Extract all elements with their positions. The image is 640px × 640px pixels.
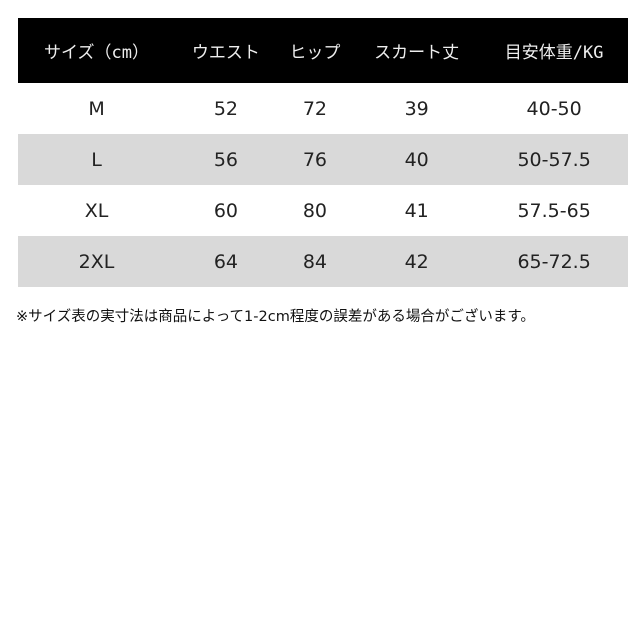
table-cell: 64 — [175, 236, 277, 287]
table-cell: 50-57.5 — [480, 134, 628, 185]
header-skirt-length: スカート丈 — [353, 18, 481, 83]
table-cell: 52 — [213, 97, 238, 120]
header-hip: ヒップ — [276, 18, 354, 83]
table-cell: XL — [84, 199, 109, 222]
table-cell: 84 — [276, 236, 354, 287]
table-row: 2XL 64 84 42 65-72.5 — [18, 236, 628, 287]
table-cell: 41 — [404, 199, 429, 222]
size-note: ※サイズ表の実寸法は商品によって1-2cm程度の誤差がある場合がございます。 — [16, 309, 535, 325]
table-cell: 80 — [302, 199, 328, 222]
table-cell: 56 — [175, 134, 277, 185]
table-row: M 52 72 39 40-50 — [18, 83, 628, 134]
table-cell: 72 — [302, 97, 328, 120]
table-cell: 39 — [404, 97, 429, 120]
table-cell: 2XL — [18, 236, 176, 287]
header-row: サイズ（cm） ウエスト ヒップ スカート丈 目安体重/KG — [18, 18, 628, 83]
table-row: L 56 76 40 50-57.5 — [18, 134, 628, 185]
size-chart-table: サイズ（cm） ウエスト ヒップ スカート丈 目安体重/KG M 52 72 39 40… — [18, 18, 628, 287]
header-weight: 目安体重/KG — [480, 18, 628, 83]
table-cell: L — [18, 134, 176, 185]
header-waist: ウエスト — [175, 18, 277, 83]
header-size: サイズ（cm） — [18, 18, 176, 83]
table-cell: 42 — [353, 236, 481, 287]
table-cell: 60 — [213, 199, 238, 222]
table-cell: M — [88, 97, 105, 120]
table-cell: 76 — [276, 134, 354, 185]
table-cell: 40-50 — [526, 97, 582, 120]
table-cell: 40 — [353, 134, 481, 185]
table-row: XL 60 80 41 57.5-65 — [18, 185, 628, 236]
table-cell: 57.5-65 — [517, 199, 591, 222]
table-cell: 65-72.5 — [480, 236, 628, 287]
